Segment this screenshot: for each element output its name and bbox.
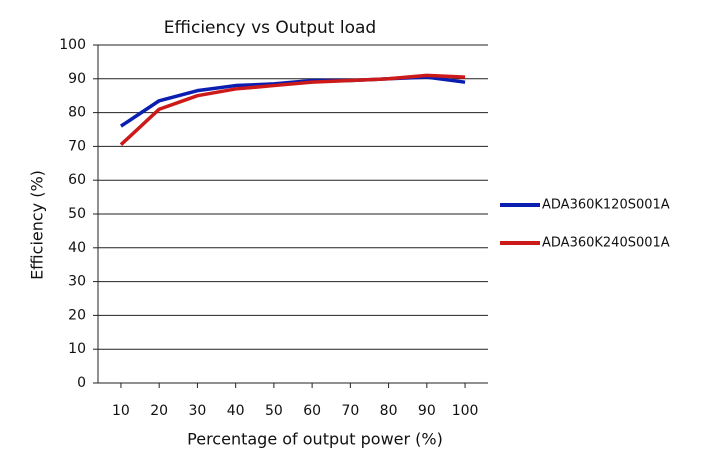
y-tick-label: 90	[68, 71, 86, 87]
x-tick-label: 80	[380, 403, 398, 419]
x-tick-label: 10	[112, 403, 130, 419]
y-tick-label: 100	[59, 37, 86, 53]
y-axis-label: Efficiency (%)	[28, 170, 47, 280]
x-tick-label: 20	[150, 403, 168, 419]
x-tick-label: 70	[341, 403, 359, 419]
legend-label: ADA360K240S001A	[542, 236, 670, 251]
chart-title: Efficiency vs Output load	[164, 18, 376, 38]
y-tick-label: 70	[68, 138, 86, 154]
series-line	[119, 73, 466, 146]
y-tick-label: 50	[68, 206, 86, 222]
y-tick-label: 40	[68, 240, 86, 256]
y-tick-label: 60	[68, 172, 86, 188]
y-tick-label: 10	[68, 341, 86, 357]
x-tick-label: 40	[227, 403, 245, 419]
y-tick-label: 30	[68, 274, 86, 290]
y-tick-label: 0	[77, 375, 86, 391]
x-tick-label: 30	[188, 403, 206, 419]
y-tick-label: 20	[68, 307, 86, 323]
x-axis-label: Percentage of output power (%)	[187, 430, 443, 449]
legend-label: ADA360K120S001A	[542, 198, 670, 213]
x-tick-label: 100	[452, 403, 479, 419]
x-tick-label: 50	[265, 403, 283, 419]
x-tick-label: 60	[303, 403, 321, 419]
y-tick-label: 80	[68, 105, 86, 121]
x-tick-label: 90	[418, 403, 436, 419]
